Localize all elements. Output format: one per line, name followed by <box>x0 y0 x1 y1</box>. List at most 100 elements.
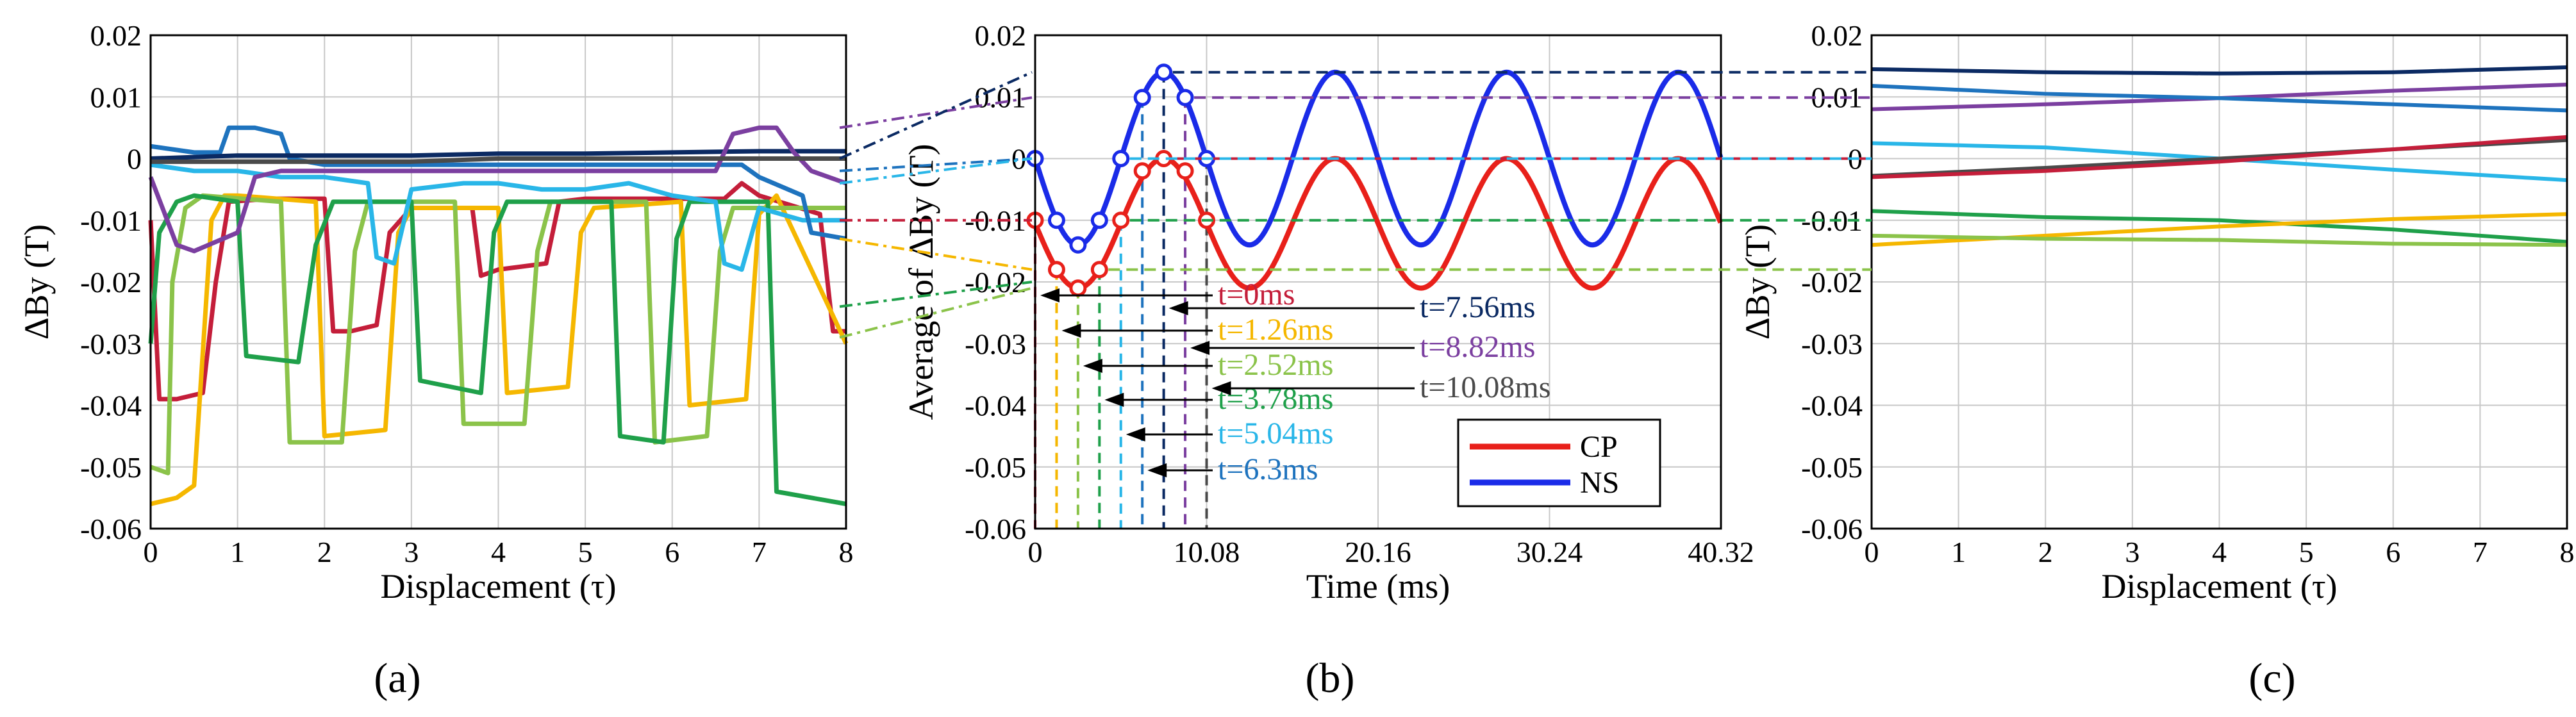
marker-NS <box>1047 211 1065 229</box>
panel-c-chart: 0.020.010-0.01-0.02-0.03-0.04-0.05-0.060… <box>1738 19 2575 606</box>
panel-label-c: (c) <box>2248 655 2295 702</box>
y-tick-label: -0.01 <box>80 204 142 237</box>
x-tick-label: 8 <box>2560 536 2575 568</box>
series-line-t63 <box>1871 83 2568 113</box>
connector-lines <box>839 70 1872 339</box>
y-tick-label: -0.03 <box>1801 327 1863 360</box>
y-axis-label: ΔBy (T) <box>1738 224 1777 340</box>
y-tick-label: 0 <box>1011 143 1026 176</box>
marker-NS <box>1176 88 1194 106</box>
x-tick-label: 10.08 <box>1174 536 1240 568</box>
x-tick-label: 4 <box>491 536 506 568</box>
annotation-arrowhead <box>1126 427 1145 441</box>
series-line-t756 <box>150 149 846 161</box>
y-axis-label: ΔBy (T) <box>17 224 56 340</box>
annotation-arrowhead <box>1104 393 1124 407</box>
x-tick-label: 40.32 <box>1688 536 1754 568</box>
x-tick-label: 5 <box>2299 536 2314 568</box>
annotation-arrowhead <box>1040 288 1059 302</box>
x-tick-label: 8 <box>839 536 854 568</box>
x-tick-label: 3 <box>2125 536 2140 568</box>
annotation-label: t=3.78ms <box>1218 382 1333 416</box>
y-tick-label: -0.06 <box>80 513 142 545</box>
panel-b-chart: 0.020.010-0.01-0.02-0.03-0.04-0.05-0.060… <box>902 19 1754 606</box>
series-line-t63 <box>150 125 847 242</box>
x-axis-label: Time (ms) <box>1306 567 1450 606</box>
x-tick-label: 7 <box>2473 536 2488 568</box>
x-tick-label: 0 <box>1028 536 1043 568</box>
annotation-label: t=5.04ms <box>1218 416 1333 450</box>
series-line-t882 <box>148 125 847 254</box>
panel-a-chart: 0.020.010-0.01-0.02-0.03-0.04-0.05-0.060… <box>17 19 854 606</box>
x-tick-label: 3 <box>404 536 419 568</box>
y-tick-label: -0.05 <box>1801 451 1863 484</box>
y-tick-label: 0.02 <box>90 19 142 52</box>
x-tick-label: 0 <box>1865 536 1879 568</box>
connector-from-a <box>839 157 1033 172</box>
annotation-label: t=6.3ms <box>1218 452 1318 486</box>
y-tick-label: -0.02 <box>965 266 1026 299</box>
x-tick-label: 1 <box>230 536 245 568</box>
y-tick-label: 0.01 <box>1811 81 1863 113</box>
marker-CP <box>1176 162 1194 180</box>
y-tick-label: -0.04 <box>80 390 142 422</box>
marker-NS <box>1069 236 1087 254</box>
annotation-label: t=1.26ms <box>1218 313 1333 347</box>
series-line-t378 <box>1871 209 2568 244</box>
x-tick-label: 2 <box>2038 536 2053 568</box>
x-tick-label: 6 <box>665 536 679 568</box>
y-tick-label: -0.03 <box>80 327 142 360</box>
x-tick-label: 5 <box>578 536 593 568</box>
marker-NS <box>1133 88 1151 106</box>
y-axis-label: Average of ΔBy (T) <box>902 144 940 420</box>
legend-label-NS: NS <box>1580 466 1619 500</box>
series-line-t0 <box>1871 135 2568 179</box>
annotation-arrowhead <box>1168 301 1188 315</box>
marker-CP <box>1090 261 1108 279</box>
plot-frame <box>1870 34 2568 530</box>
y-tick-label: -0.04 <box>965 390 1026 422</box>
x-tick-label: 7 <box>752 536 767 568</box>
y-tick-label: 0.02 <box>1811 19 1863 52</box>
series-line-t252 <box>149 193 846 475</box>
marker-CP <box>1047 261 1065 279</box>
annotation-arrowhead <box>1083 359 1102 373</box>
annotation-arrowhead <box>1061 324 1081 338</box>
y-tick-label: -0.04 <box>1801 390 1863 422</box>
y-tick-label: 0 <box>127 143 142 176</box>
y-tick-label: -0.03 <box>965 327 1026 360</box>
y-tick-label: -0.02 <box>1801 266 1863 299</box>
annotation-label: t=2.52ms <box>1218 348 1333 382</box>
x-tick-label: 0 <box>144 536 158 568</box>
marker-CP <box>1133 162 1151 180</box>
panel-label-b: (b) <box>1306 655 1355 702</box>
annotation-arrowhead <box>1190 341 1210 355</box>
x-axis-label: Displacement (τ) <box>2101 567 2337 606</box>
y-tick-label: -0.05 <box>80 451 142 484</box>
connector-from-a <box>839 237 1033 271</box>
connector-from-a <box>839 281 1033 308</box>
marker-NS <box>1155 63 1173 81</box>
y-tick-label: 0.01 <box>90 81 142 113</box>
series-line-t252 <box>1871 233 2568 247</box>
legend-label-CP: CP <box>1580 430 1618 464</box>
panel-label-a: (a) <box>374 655 420 702</box>
annotation-label: t=10.08ms <box>1420 370 1550 404</box>
annotation-arrowhead <box>1147 463 1167 477</box>
y-tick-label: -0.02 <box>80 266 142 299</box>
series-line-t504 <box>150 162 846 272</box>
y-tick-label: 0.02 <box>975 19 1027 52</box>
connector-from-a <box>839 286 1033 339</box>
y-tick-label: -0.05 <box>965 451 1026 484</box>
x-tick-label: 1 <box>1951 536 1966 568</box>
plot-frame <box>1034 34 1722 530</box>
x-tick-label: 2 <box>317 536 332 568</box>
x-tick-label: 4 <box>2212 536 2227 568</box>
series-line-t378 <box>148 193 847 506</box>
legend-box <box>1457 418 1661 507</box>
annotation-arrowhead <box>1211 381 1231 395</box>
marker-NS <box>1112 150 1130 167</box>
connector-from-a <box>839 157 1033 185</box>
annotation-label: t=7.56ms <box>1420 290 1535 324</box>
